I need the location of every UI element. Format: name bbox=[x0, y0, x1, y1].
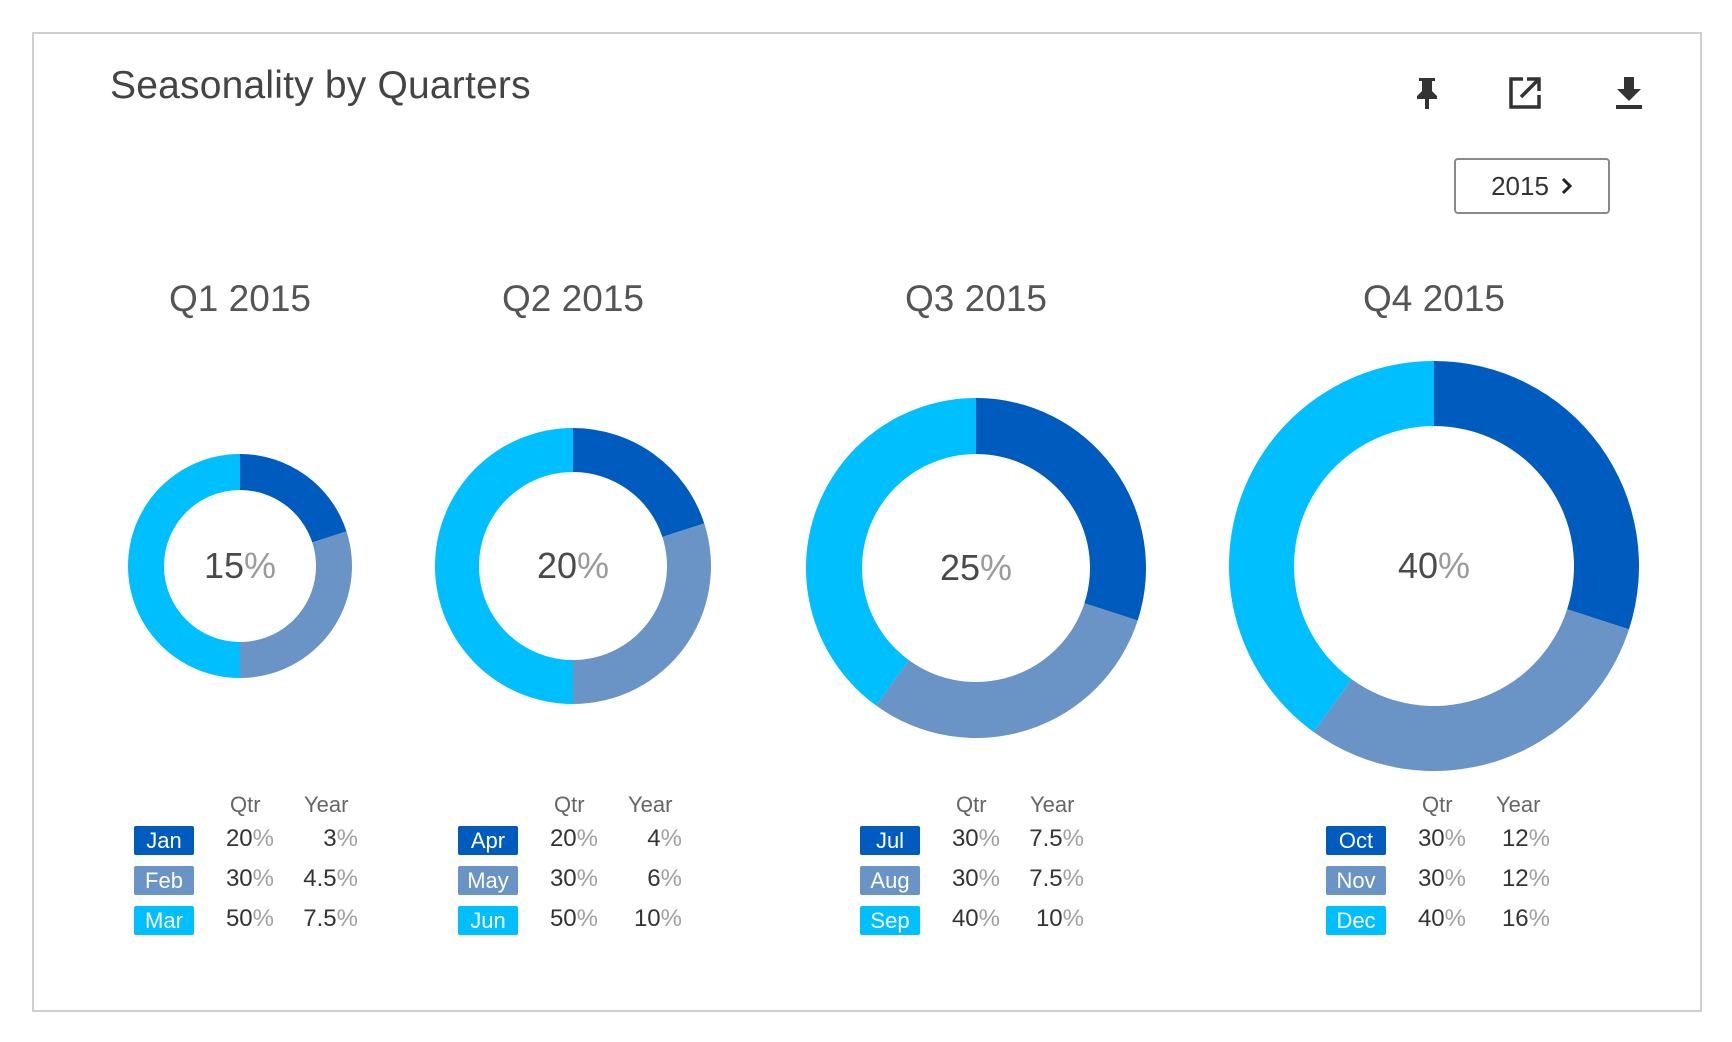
month-badge-may[interactable]: May bbox=[458, 866, 518, 895]
column-header-qtr: Qtr bbox=[956, 792, 987, 817]
qtr-share-value: 30% bbox=[951, 865, 1000, 892]
donut-slice-jun[interactable] bbox=[435, 428, 573, 704]
month-badge-dec[interactable]: Dec bbox=[1326, 906, 1386, 935]
qtr-share-value: 30% bbox=[549, 865, 598, 892]
download-button[interactable] bbox=[1604, 68, 1654, 118]
month-badge-apr[interactable]: Apr bbox=[458, 826, 518, 855]
column-header-year: Year bbox=[304, 792, 349, 817]
quarter-title: Q4 2015 bbox=[1363, 278, 1505, 319]
qtr-share-value: 40% bbox=[1417, 905, 1466, 932]
donut-slice-aug[interactable] bbox=[876, 603, 1138, 739]
year-share-value: 10% bbox=[1035, 905, 1084, 932]
qtr-share-value: 40% bbox=[951, 905, 1000, 932]
donut-slice-jan[interactable] bbox=[240, 454, 347, 543]
month-badge-jan[interactable]: Jan bbox=[134, 826, 194, 855]
month-badge-sep[interactable]: Sep bbox=[860, 906, 920, 935]
donut-slice-mar[interactable] bbox=[128, 454, 240, 678]
donut-slice-feb[interactable] bbox=[240, 531, 353, 678]
donut-slice-dec[interactable] bbox=[1229, 361, 1434, 732]
month-badge-nov[interactable]: Nov bbox=[1326, 866, 1386, 895]
year-share-value: 6% bbox=[647, 865, 682, 892]
year-share-value: 12% bbox=[1501, 825, 1550, 852]
year-share-value: 7.5% bbox=[1029, 865, 1084, 892]
qtr-share-value: 30% bbox=[1417, 825, 1466, 852]
quarter-title: Q1 2015 bbox=[169, 278, 311, 319]
month-badge-mar[interactable]: Mar bbox=[134, 906, 194, 935]
qtr-share-value: 20% bbox=[225, 825, 274, 852]
year-share-value: 7.5% bbox=[303, 905, 358, 932]
quarter-title: Q2 2015 bbox=[502, 278, 644, 319]
column-header-qtr: Qtr bbox=[554, 792, 585, 817]
column-header-year: Year bbox=[1030, 792, 1075, 817]
quarter-year-share: 25% bbox=[939, 547, 1013, 588]
qtr-share-value: 50% bbox=[225, 905, 274, 932]
month-badge-feb[interactable]: Feb bbox=[134, 866, 194, 895]
column-header-year: Year bbox=[1496, 792, 1541, 817]
quarter-title: Q3 2015 bbox=[905, 278, 1047, 319]
year-share-value: 16% bbox=[1501, 905, 1550, 932]
donut-slice-jul[interactable] bbox=[976, 398, 1146, 621]
year-selector-button[interactable]: 2015 bbox=[1454, 158, 1610, 214]
pin-button[interactable] bbox=[1402, 68, 1452, 118]
year-share-value: 3% bbox=[323, 825, 358, 852]
column-header-qtr: Qtr bbox=[230, 792, 261, 817]
month-badge-aug[interactable]: Aug bbox=[860, 866, 920, 895]
qtr-share-value: 30% bbox=[951, 825, 1000, 852]
download-icon bbox=[1616, 77, 1642, 109]
year-share-value: 12% bbox=[1501, 865, 1550, 892]
page-title: Seasonality by Quarters bbox=[110, 64, 531, 107]
qtr-share-value: 30% bbox=[1417, 865, 1466, 892]
qtr-share-value: 20% bbox=[549, 825, 598, 852]
donut-slice-may[interactable] bbox=[573, 523, 712, 704]
quarter-year-share: 40% bbox=[1397, 545, 1471, 586]
donut-slice-apr[interactable] bbox=[573, 428, 705, 537]
pin-icon bbox=[1417, 78, 1437, 109]
year-share-value: 7.5% bbox=[1029, 825, 1084, 852]
donut-slice-oct[interactable] bbox=[1434, 361, 1639, 630]
column-header-year: Year bbox=[628, 792, 673, 817]
month-badge-jun[interactable]: Jun bbox=[458, 906, 518, 935]
year-selector-label: 2015 bbox=[1491, 170, 1549, 201]
month-badge-oct[interactable]: Oct bbox=[1326, 826, 1386, 855]
chevron-right-icon bbox=[1561, 177, 1573, 195]
year-share-value: 10% bbox=[633, 905, 682, 932]
year-share-value: 4% bbox=[647, 825, 682, 852]
donut-slice-nov[interactable] bbox=[1313, 609, 1629, 772]
year-share-value: 4.5% bbox=[303, 865, 358, 892]
donut-slice-sep[interactable] bbox=[805, 398, 976, 706]
qtr-share-value: 30% bbox=[225, 865, 274, 892]
open-external-button[interactable] bbox=[1500, 68, 1550, 118]
quarter-year-share: 15% bbox=[203, 545, 277, 586]
column-header-qtr: Qtr bbox=[1422, 792, 1453, 817]
month-badge-jul[interactable]: Jul bbox=[860, 826, 920, 855]
quarter-year-share: 20% bbox=[536, 545, 610, 586]
open-external-icon bbox=[1509, 77, 1541, 109]
qtr-share-value: 50% bbox=[549, 905, 598, 932]
